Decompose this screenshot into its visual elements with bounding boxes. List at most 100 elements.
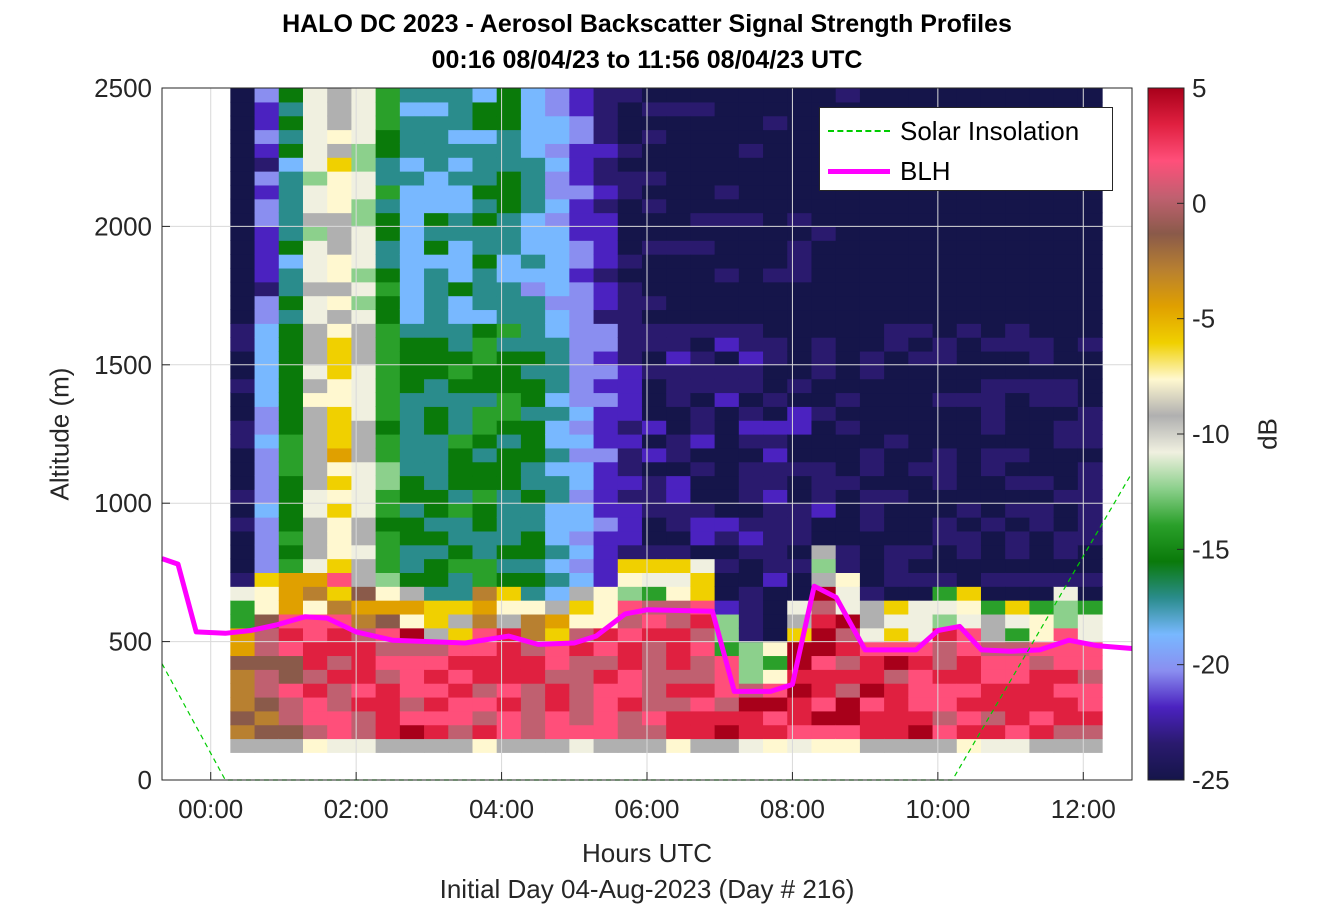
heatmap-cell xyxy=(230,503,256,518)
heatmap-cell xyxy=(351,600,377,615)
heatmap-cell xyxy=(472,447,498,463)
heatmap-cell xyxy=(472,517,498,532)
heatmap-cell xyxy=(496,337,522,352)
heatmap-cell xyxy=(399,420,425,435)
heatmap-cell xyxy=(375,738,401,753)
heatmap-cell xyxy=(351,655,377,670)
heatmap-cell xyxy=(351,475,377,490)
heatmap-cell xyxy=(593,281,619,297)
heatmap-cell xyxy=(1077,392,1103,407)
heatmap-cell xyxy=(424,503,449,518)
heatmap-cell xyxy=(1029,696,1055,712)
heatmap-cell xyxy=(375,447,401,463)
heatmap-cell xyxy=(641,503,667,518)
heatmap-cell xyxy=(932,364,958,380)
heatmap-cell xyxy=(811,267,837,283)
heatmap-cell xyxy=(763,738,788,753)
heatmap-cell xyxy=(666,267,692,283)
heatmap-cell xyxy=(1005,420,1030,435)
heatmap-cell xyxy=(569,558,595,573)
heatmap-cell xyxy=(617,655,643,670)
heatmap-cell xyxy=(787,406,813,421)
heatmap-cell xyxy=(1053,447,1079,463)
heatmap-cell xyxy=(302,475,328,490)
heatmap-cell xyxy=(763,572,788,587)
heatmap-cell xyxy=(787,267,813,283)
heatmap-cell xyxy=(424,212,449,227)
heatmap-cell xyxy=(1005,240,1030,255)
heatmap-cell xyxy=(932,406,958,421)
heatmap-cell xyxy=(1077,489,1103,504)
heatmap-cell xyxy=(666,88,692,103)
heatmap-cell xyxy=(569,475,595,490)
heatmap-cell xyxy=(617,503,643,518)
heatmap-cell xyxy=(1053,295,1079,311)
heatmap-cell xyxy=(448,683,474,698)
x-tick-label: 00:00 xyxy=(178,794,243,824)
heatmap-cell xyxy=(399,434,425,449)
heatmap-cell xyxy=(714,184,740,200)
heatmap-cell xyxy=(714,544,740,560)
heatmap-cell xyxy=(617,710,643,726)
heatmap-cell xyxy=(351,295,377,311)
heatmap-cell xyxy=(811,627,837,643)
heatmap-cell xyxy=(424,88,449,103)
heatmap-cell xyxy=(1029,710,1055,726)
heatmap-cell xyxy=(520,406,546,421)
heatmap-cell xyxy=(956,683,982,698)
heatmap-cell xyxy=(327,323,353,338)
heatmap-cell xyxy=(956,420,982,435)
heatmap-cell xyxy=(1077,254,1103,269)
heatmap-cell xyxy=(932,392,958,407)
heatmap-cell xyxy=(1053,655,1079,670)
heatmap-cell xyxy=(399,738,425,753)
heatmap-cell xyxy=(302,240,328,255)
heatmap-cell xyxy=(932,447,958,463)
heatmap-cell xyxy=(738,88,764,103)
heatmap-cell xyxy=(956,364,982,380)
heatmap-cell xyxy=(448,309,474,324)
heatmap-cell xyxy=(617,683,643,698)
heatmap-cell xyxy=(617,226,643,241)
heatmap-cell xyxy=(884,392,909,407)
heatmap-cell xyxy=(327,572,353,587)
heatmap-cell xyxy=(448,115,474,131)
heatmap-cell xyxy=(278,406,304,421)
heatmap-cell xyxy=(617,434,643,449)
heatmap-cell xyxy=(641,586,667,601)
heatmap-cell xyxy=(908,392,934,407)
heatmap-cell xyxy=(763,101,788,117)
heatmap-cell xyxy=(569,143,595,158)
heatmap-cell xyxy=(327,406,353,421)
heatmap-cell xyxy=(424,517,449,532)
heatmap-cell xyxy=(399,461,425,477)
heatmap-cell xyxy=(351,434,377,449)
heatmap-cell xyxy=(714,434,740,449)
heatmap-cell xyxy=(593,143,619,158)
heatmap-cell xyxy=(1029,544,1055,560)
heatmap-cell xyxy=(230,115,256,131)
heatmap-cell xyxy=(424,101,449,117)
heatmap-cell xyxy=(302,738,328,753)
heatmap-cell xyxy=(714,129,740,144)
heatmap-cell xyxy=(327,143,353,158)
heatmap-cell xyxy=(980,558,1006,573)
initial-day-note: Initial Day 04-Aug-2023 (Day # 216) xyxy=(439,874,855,904)
heatmap-cell xyxy=(520,461,546,477)
heatmap-cell xyxy=(908,378,934,394)
heatmap-cell xyxy=(956,558,982,573)
heatmap-cell xyxy=(448,392,474,407)
heatmap-cell xyxy=(278,129,304,144)
heatmap-cell xyxy=(1029,586,1055,601)
heatmap-cell xyxy=(375,696,401,712)
heatmap-cell xyxy=(399,669,425,684)
heatmap-cell xyxy=(351,198,377,214)
heatmap-cell xyxy=(980,613,1006,629)
heatmap-cell xyxy=(327,364,353,380)
heatmap-cell xyxy=(351,378,377,394)
heatmap-cell xyxy=(593,115,619,131)
heatmap-cell xyxy=(302,309,328,324)
heatmap-cell xyxy=(472,171,498,186)
heatmap-cell xyxy=(690,171,716,186)
heatmap-cell xyxy=(835,378,861,394)
